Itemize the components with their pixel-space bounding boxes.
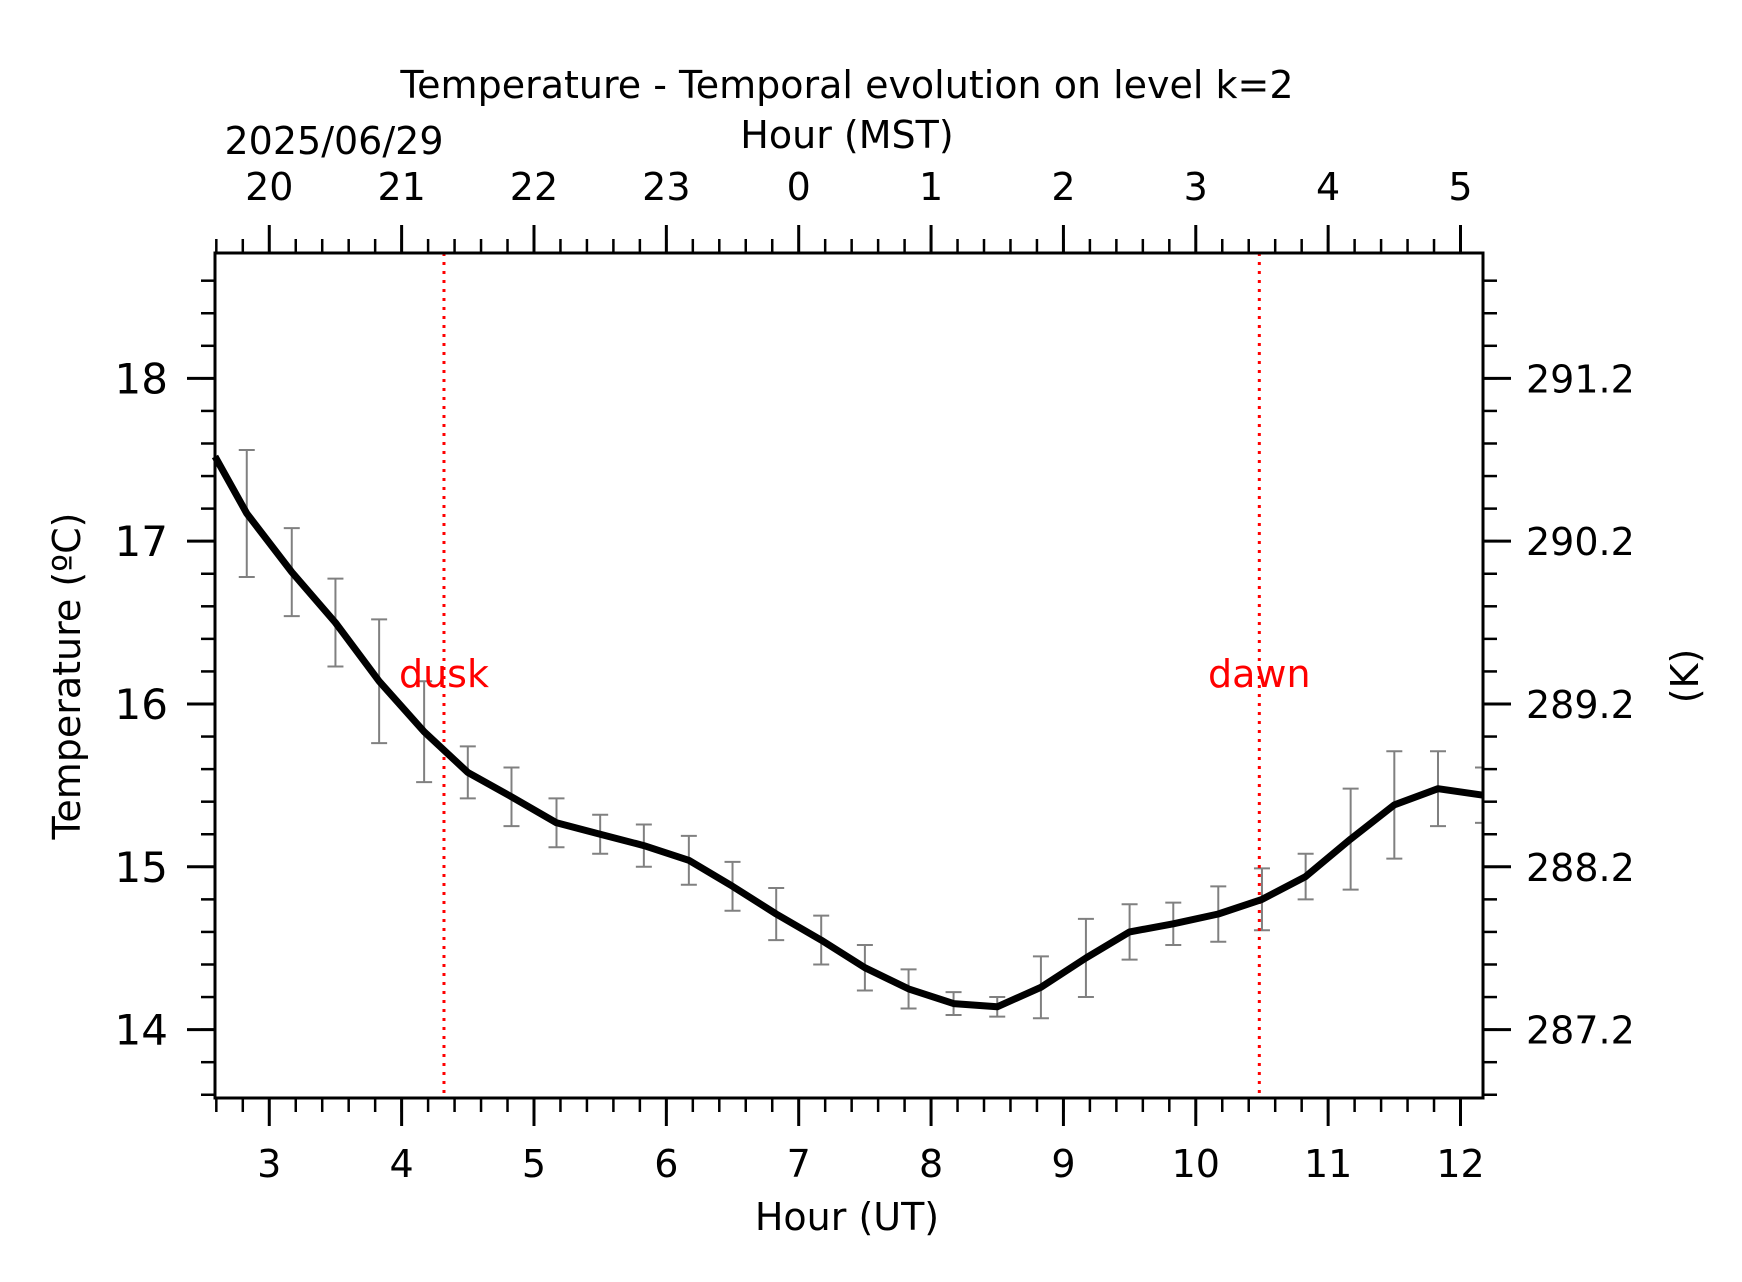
data-point	[820, 939, 823, 942]
x-tick-label: 6	[654, 1142, 678, 1186]
plot-frame	[213, 251, 1485, 1100]
data-point	[863, 966, 866, 969]
x2-tick-label: 0	[787, 165, 811, 209]
left-axis-title: Temperature (ºC)	[45, 513, 89, 841]
y2-tick-label: 290.2	[1526, 520, 1635, 564]
x2-tick-label: 3	[1184, 165, 1208, 209]
data-point	[1393, 803, 1396, 806]
data-point	[687, 859, 690, 862]
data-point	[466, 771, 469, 774]
y2-tick-label: 291.2	[1526, 357, 1635, 401]
data-point	[775, 913, 778, 916]
y-tick-label: 16	[115, 680, 168, 729]
x-tick-label: 7	[787, 1142, 811, 1186]
top-axis-title: Hour (MST)	[740, 113, 953, 157]
data-point	[952, 1002, 955, 1005]
plot-area-border	[213, 251, 1485, 1100]
y-tick-label: 15	[115, 843, 168, 892]
data-point	[334, 621, 337, 624]
x2-tick-label: 23	[642, 165, 690, 209]
data-point	[907, 987, 910, 990]
event-label-dusk: dusk	[399, 652, 489, 696]
x-tick-label: 4	[390, 1142, 414, 1186]
x2-tick-label: 5	[1448, 165, 1472, 209]
data-point	[555, 821, 558, 824]
event-markers: dusk dawn	[399, 253, 1311, 1098]
x-tick-label: 5	[522, 1142, 546, 1186]
data-point	[510, 795, 513, 798]
temperature-line	[211, 454, 1484, 1011]
data-point	[1172, 922, 1175, 925]
data-point	[1260, 898, 1263, 901]
y2-tick-label: 289.2	[1526, 683, 1635, 727]
event-label-dawn: dawn	[1208, 652, 1311, 696]
x2-tick-label: 21	[377, 165, 425, 209]
bottom-axis-title: Hour (UT)	[755, 1195, 939, 1239]
date-label: 2025/06/29	[224, 119, 443, 163]
y-tick-label: 17	[115, 517, 168, 566]
y-tick-label: 14	[115, 1006, 168, 1055]
x2-tick-label: 22	[510, 165, 558, 209]
x-tick-label: 10	[1172, 1142, 1220, 1186]
x2-tick-label: 4	[1316, 165, 1340, 209]
x-tick-label: 8	[919, 1142, 943, 1186]
data-point	[599, 833, 602, 836]
x2-tick-label: 20	[245, 165, 293, 209]
x2-tick-label: 2	[1051, 165, 1075, 209]
data-point	[731, 885, 734, 888]
x-tick-label: 12	[1436, 1142, 1484, 1186]
data-point	[1217, 913, 1220, 916]
y2-tick-label: 288.2	[1526, 846, 1635, 890]
x2-tick-label: 1	[919, 165, 943, 209]
y2-tick-label: 287.2	[1526, 1009, 1635, 1053]
data-point	[1349, 838, 1352, 841]
data-point	[290, 571, 293, 574]
temperature-series	[211, 454, 1484, 1011]
y-tick-label: 18	[115, 354, 168, 403]
x-tick-label: 9	[1051, 1142, 1075, 1186]
data-point	[245, 512, 248, 515]
right-axis-title: (K)	[1663, 649, 1707, 704]
data-point	[1304, 875, 1307, 878]
chart-title: Temperature - Temporal evolution on leve…	[399, 63, 1293, 107]
data-point	[1039, 986, 1042, 989]
data-point	[1128, 930, 1131, 933]
data-point	[642, 844, 645, 847]
data-point	[423, 730, 426, 733]
x-tick-label: 3	[257, 1142, 281, 1186]
data-point	[378, 680, 381, 683]
data-point	[1436, 787, 1439, 790]
data-point	[1084, 956, 1087, 959]
x-tick-label: 11	[1304, 1142, 1352, 1186]
data-point	[996, 1005, 999, 1008]
